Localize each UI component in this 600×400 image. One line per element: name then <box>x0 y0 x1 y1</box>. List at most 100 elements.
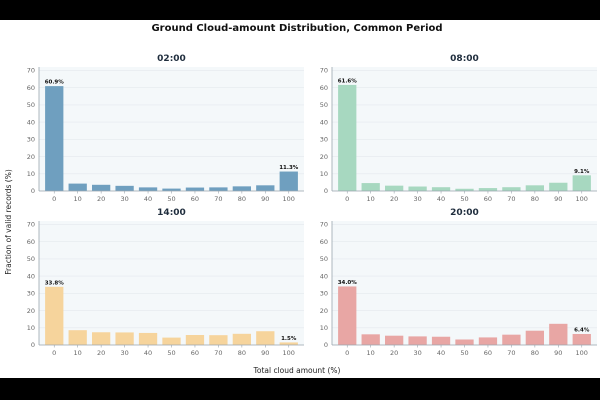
bar <box>431 336 451 345</box>
panel-0800: 0 10 20 30 40 50 60 70 08:00 0 10 20 30 40 50 60 70 80 90 1… <box>320 54 597 203</box>
y-tick-label: 60 <box>27 84 35 92</box>
x-tick-label: 10 <box>367 195 375 203</box>
bar <box>115 332 134 345</box>
x-tick-label: 90 <box>554 195 562 203</box>
bar <box>549 182 568 191</box>
panel-title: 14:00 <box>157 208 186 218</box>
x-tick-label: 30 <box>413 349 421 357</box>
x-tick-label: 80 <box>531 195 539 203</box>
y-tick-label: 0 <box>31 341 35 349</box>
x-tick-label: 10 <box>367 349 375 357</box>
y-tick-label: 70 <box>27 67 35 75</box>
data-label: 6.4% <box>574 327 590 333</box>
y-tick-label: 50 <box>320 255 328 263</box>
y-tick-label: 60 <box>320 84 328 92</box>
x-tick-label: 70 <box>214 195 222 203</box>
bar <box>232 333 251 345</box>
bar <box>279 342 298 345</box>
y-tick-label: 70 <box>320 67 328 75</box>
y-tick-label: 10 <box>320 170 328 178</box>
x-tick-label: 50 <box>167 349 175 357</box>
bar <box>185 335 205 345</box>
y-tick-label: 50 <box>320 101 328 109</box>
y-tick-label: 60 <box>27 238 35 246</box>
x-tick-label: 100 <box>283 349 295 357</box>
x-tick-label: 50 <box>460 349 468 357</box>
x-tick-label: 60 <box>191 349 199 357</box>
y-tick-label: 20 <box>320 153 328 161</box>
bar <box>68 330 87 345</box>
x-tick-label: 10 <box>74 349 82 357</box>
x-tick-label: 40 <box>144 349 152 357</box>
bar <box>92 184 111 191</box>
panel-title: 08:00 <box>450 54 479 64</box>
x-tick-label: 50 <box>460 195 468 203</box>
x-tick-label: 0 <box>345 195 349 203</box>
panel-title: 02:00 <box>157 54 186 64</box>
y-tick-label: 40 <box>320 272 328 280</box>
x-tick-label: 0 <box>345 349 349 357</box>
bar <box>256 185 275 191</box>
x-tick-label: 100 <box>576 195 588 203</box>
data-label: 61.6% <box>338 78 358 84</box>
y-tick-label: 40 <box>27 272 35 280</box>
data-label: 34.0% <box>338 280 358 286</box>
x-tick-label: 80 <box>531 349 539 357</box>
bar <box>232 186 251 191</box>
y-tick-label: 0 <box>324 187 328 195</box>
bar <box>385 335 404 345</box>
panel-2000: 0 10 20 30 40 50 60 70 20:00 0 10 20 30 40 50 60 70 80 90 1… <box>320 208 597 357</box>
bar <box>361 183 380 191</box>
bar <box>185 187 205 191</box>
y-tick-label: 0 <box>31 187 35 195</box>
panel-title: 20:00 <box>450 208 479 218</box>
x-tick-label: 100 <box>283 195 295 203</box>
bar <box>68 183 87 191</box>
y-tick-label: 10 <box>27 170 35 178</box>
x-tick-label: 30 <box>120 195 128 203</box>
y-tick-label: 0 <box>324 341 328 349</box>
x-tick-label: 70 <box>507 349 515 357</box>
x-tick-label: 0 <box>52 195 56 203</box>
bar <box>478 337 498 345</box>
bar <box>572 333 591 345</box>
x-tick-label: 20 <box>390 349 398 357</box>
panel-background <box>332 67 597 191</box>
bar <box>408 186 427 191</box>
data-label: 33.8% <box>45 280 65 286</box>
panel-0200: 0 10 20 30 40 50 60 70 02:00 0 10 20 30 40 50 60 70 80 90 1… <box>27 54 304 203</box>
x-tick-label: 20 <box>390 195 398 203</box>
bar <box>361 334 380 345</box>
panels-group: 0 10 20 30 40 50 60 70 02:00 0 10 20 30 40 50 60 70 80 90 1… <box>27 54 597 357</box>
bar <box>256 331 275 345</box>
bar <box>431 187 451 191</box>
x-tick-label: 30 <box>413 195 421 203</box>
bar <box>45 86 64 191</box>
x-tick-label: 30 <box>120 349 128 357</box>
bar <box>549 323 568 345</box>
y-tick-label: 70 <box>27 221 35 229</box>
data-label: 1.5% <box>281 336 297 342</box>
x-tick-label: 90 <box>261 195 269 203</box>
y-tick-label: 60 <box>320 238 328 246</box>
y-tick-label: 70 <box>320 221 328 229</box>
y-tick-label: 20 <box>320 307 328 315</box>
bar <box>385 185 404 191</box>
bar <box>162 337 181 345</box>
y-tick-label: 40 <box>27 118 35 126</box>
x-tick-label: 90 <box>261 349 269 357</box>
x-tick-label: 70 <box>507 195 515 203</box>
x-tick-label: 40 <box>144 195 152 203</box>
y-tick-label: 50 <box>27 255 35 263</box>
bar <box>209 335 228 345</box>
y-tick-label: 30 <box>27 136 35 144</box>
data-label: 9.1% <box>574 169 590 175</box>
x-tick-label: 60 <box>484 195 492 203</box>
x-tick-label: 50 <box>167 195 175 203</box>
chart-figure: Ground Cloud-amount Distribution, Common… <box>4 23 597 375</box>
bar <box>138 332 158 345</box>
bar <box>502 187 521 191</box>
y-tick-label: 30 <box>27 290 35 298</box>
panel-background <box>39 67 304 191</box>
x-tick-label: 100 <box>576 349 588 357</box>
